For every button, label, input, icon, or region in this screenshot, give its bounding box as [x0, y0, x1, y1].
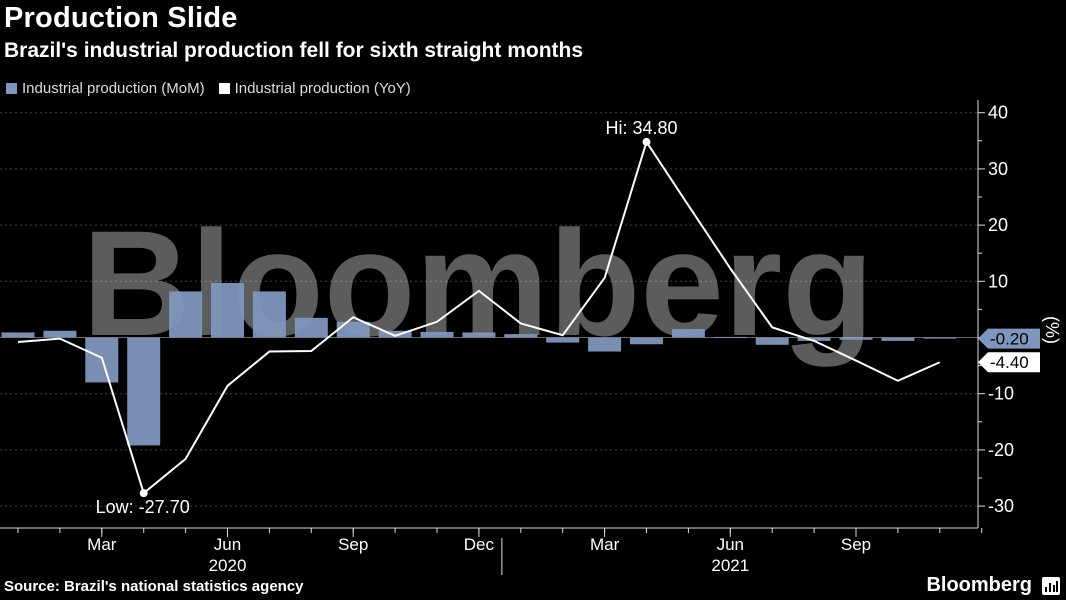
mom-bar — [881, 337, 915, 341]
legend-swatch-mom — [6, 83, 17, 94]
last-yoy-callout-text: -4.40 — [990, 353, 1029, 372]
legend-swatch-yoy — [218, 83, 230, 94]
brand-logo: Bloomberg — [926, 574, 1032, 596]
y-tick-label: 40 — [988, 103, 1008, 123]
mom-bar — [923, 337, 957, 339]
last-yoy-callout-box — [978, 352, 1040, 373]
mom-bar — [797, 337, 831, 341]
chart-labels: Hi: 34.80 Low: -27.70 -0.20 -4.40 — [96, 118, 1040, 517]
y-tick-label: 10 — [988, 271, 1008, 291]
low-marker — [139, 489, 148, 498]
x-tick-label: Sep — [338, 535, 368, 554]
mom-bar — [420, 331, 454, 338]
bar-chart-icon — [1042, 577, 1060, 595]
x-tick-label: Jun — [717, 535, 744, 554]
mom-bar — [504, 334, 538, 338]
y-tick-label: -20 — [988, 440, 1014, 460]
mom-bar — [127, 337, 161, 446]
x-tick-label: Mar — [590, 535, 620, 554]
legend-item-mom: Industrial production (MoM) — [6, 80, 205, 97]
axes: 403020100-10-20-30(%)MarJunSepDecMarJunS… — [0, 100, 1062, 575]
year-label: 2021 — [711, 556, 749, 575]
last-mom-callout-group: -0.20 — [978, 328, 1040, 349]
low-label: Low: -27.70 — [96, 497, 190, 517]
legend-item-yoy: Industrial production (YoY) — [218, 80, 411, 97]
watermark-text: Bloomberg — [82, 199, 874, 367]
high-marker — [642, 137, 651, 146]
high-label: Hi: 34.80 — [605, 118, 677, 138]
mom-bar — [713, 336, 747, 338]
mom-bar — [43, 330, 77, 338]
x-tick-label: Jun — [214, 535, 241, 554]
mom-bar — [588, 337, 622, 352]
y-tick-label: 20 — [988, 215, 1008, 235]
mom-bar — [462, 332, 496, 338]
mom-bar — [294, 317, 328, 338]
mom-bar — [336, 321, 370, 338]
mom-bar — [671, 329, 705, 338]
legend: Industrial production (MoM) Industrial p… — [6, 80, 411, 97]
y-axis-label: (%) — [1042, 316, 1062, 344]
last-yoy-callout-group: -4.40 — [978, 352, 1040, 373]
x-tick-label: Dec — [464, 535, 495, 554]
mom-bar — [1, 332, 35, 338]
mom-bar — [169, 291, 203, 338]
yoy-line — [17, 139, 941, 495]
x-tick-label: Sep — [841, 535, 871, 554]
mom-bar — [630, 337, 663, 345]
chart-subtitle: Brazil's industrial production fell for … — [4, 39, 584, 62]
x-tick-label: Mar — [87, 535, 117, 554]
chart-title: Production Slide — [4, 2, 238, 34]
mom-bar — [546, 337, 580, 343]
mom-bars — [1, 282, 957, 446]
year-label: 2020 — [209, 556, 247, 575]
mom-bar — [378, 330, 412, 338]
y-tick-label: -10 — [988, 384, 1014, 404]
mom-bar — [252, 291, 286, 338]
last-mom-callout-box — [978, 328, 1040, 349]
mom-bar — [839, 337, 873, 340]
legend-label-mom: Industrial production (MoM) — [22, 80, 205, 97]
mom-bar — [755, 337, 789, 345]
last-mom-callout-text: -0.20 — [990, 330, 1029, 349]
source-note: Source: Brazil's national statistics age… — [4, 578, 304, 595]
legend-label-yoy: Industrial production (YoY) — [234, 80, 411, 97]
y-tick-label: 30 — [988, 159, 1008, 179]
mom-bar — [211, 282, 244, 338]
yoy-line-group — [17, 139, 941, 495]
y-tick-label: -30 — [988, 496, 1014, 516]
